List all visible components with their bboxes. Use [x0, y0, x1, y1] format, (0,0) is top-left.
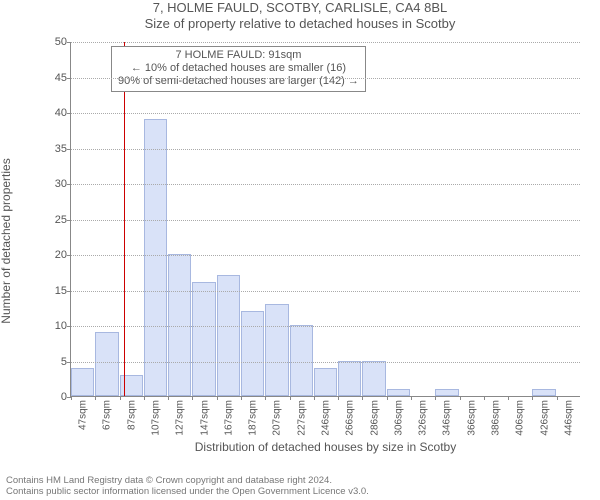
bar	[314, 368, 337, 396]
x-tick-label: 426sqm	[539, 400, 550, 436]
page-subtitle: Size of property relative to detached ho…	[0, 16, 600, 32]
x-tick-label: 127sqm	[175, 400, 186, 436]
x-tick-label: 167sqm	[223, 400, 234, 436]
x-tick-mark	[362, 396, 363, 400]
gridline	[71, 220, 580, 221]
bar	[532, 389, 555, 396]
y-tick-mark	[67, 326, 71, 327]
x-tick-mark	[532, 396, 533, 400]
y-tick-mark	[67, 78, 71, 79]
gridline	[71, 184, 580, 185]
y-tick-mark	[67, 362, 71, 363]
x-tick-mark	[411, 396, 412, 400]
x-tick-label: 87sqm	[126, 400, 137, 430]
x-tick-label: 227sqm	[296, 400, 307, 436]
x-tick-mark	[192, 396, 193, 400]
x-axis-title: Distribution of detached houses by size …	[71, 440, 580, 454]
x-tick-label: 147sqm	[199, 400, 210, 436]
x-tick-label: 187sqm	[248, 400, 259, 436]
bar	[192, 282, 215, 396]
y-tick-mark	[67, 184, 71, 185]
x-tick-label: 306sqm	[393, 400, 404, 436]
y-axis-label: Number of detached properties	[0, 158, 13, 323]
y-tick-mark	[67, 42, 71, 43]
y-tick-mark	[67, 149, 71, 150]
footer-line-2: Contains public sector information licen…	[6, 487, 369, 498]
bar	[265, 304, 288, 396]
bar	[290, 325, 313, 396]
bar	[120, 375, 143, 396]
x-tick-mark	[95, 396, 96, 400]
x-tick-label: 346sqm	[442, 400, 453, 436]
x-tick-mark	[120, 396, 121, 400]
x-tick-mark	[314, 396, 315, 400]
x-tick-mark	[557, 396, 558, 400]
x-tick-mark	[241, 396, 242, 400]
x-tick-mark	[387, 396, 388, 400]
x-tick-label: 67sqm	[102, 400, 113, 430]
x-tick-mark	[144, 396, 145, 400]
x-tick-mark	[217, 396, 218, 400]
x-tick-mark	[484, 396, 485, 400]
bar	[144, 119, 167, 396]
bar	[338, 361, 361, 397]
x-tick-label: 366sqm	[466, 400, 477, 436]
bar	[435, 389, 458, 396]
x-tick-mark	[290, 396, 291, 400]
bar	[217, 275, 240, 396]
bar	[168, 254, 191, 396]
x-tick-mark	[338, 396, 339, 400]
x-tick-label: 47sqm	[78, 400, 89, 430]
bar	[95, 332, 118, 396]
y-tick-mark	[67, 291, 71, 292]
gridline	[71, 326, 580, 327]
gridline	[71, 149, 580, 150]
x-tick-label: 406sqm	[515, 400, 526, 436]
histogram-chart: Number of detached properties 7 HOLME FA…	[40, 42, 588, 440]
plot-area: 7 HOLME FAULD: 91sqm ← 10% of detached h…	[70, 42, 580, 397]
x-tick-label: 446sqm	[563, 400, 574, 436]
x-tick-label: 326sqm	[418, 400, 429, 436]
y-tick-mark	[67, 255, 71, 256]
annotation-line-2: ← 10% of detached houses are smaller (16…	[118, 62, 359, 75]
gridline	[71, 362, 580, 363]
x-tick-label: 386sqm	[491, 400, 502, 436]
x-tick-mark	[71, 396, 72, 400]
bar	[362, 361, 385, 397]
y-tick-mark	[67, 113, 71, 114]
x-tick-mark	[460, 396, 461, 400]
x-tick-mark	[435, 396, 436, 400]
gridline	[71, 78, 580, 79]
x-tick-label: 246sqm	[321, 400, 332, 436]
annotation-line-1: 7 HOLME FAULD: 91sqm	[118, 49, 359, 62]
annotation-box: 7 HOLME FAULD: 91sqm ← 10% of detached h…	[111, 46, 366, 92]
gridline	[71, 113, 580, 114]
x-tick-label: 266sqm	[345, 400, 356, 436]
x-tick-label: 107sqm	[151, 400, 162, 436]
footer-attribution: Contains HM Land Registry data © Crown c…	[6, 476, 369, 498]
gridline	[71, 255, 580, 256]
y-tick-mark	[67, 220, 71, 221]
x-tick-mark	[168, 396, 169, 400]
bar	[71, 368, 94, 396]
x-tick-label: 286sqm	[369, 400, 380, 436]
x-tick-label: 207sqm	[272, 400, 283, 436]
x-tick-mark	[265, 396, 266, 400]
bar	[387, 389, 410, 396]
gridline	[71, 42, 580, 43]
page-title: 7, HOLME FAULD, SCOTBY, CARLISLE, CA4 8B…	[0, 0, 600, 16]
x-tick-mark	[508, 396, 509, 400]
gridline	[71, 291, 580, 292]
bar	[241, 311, 264, 396]
